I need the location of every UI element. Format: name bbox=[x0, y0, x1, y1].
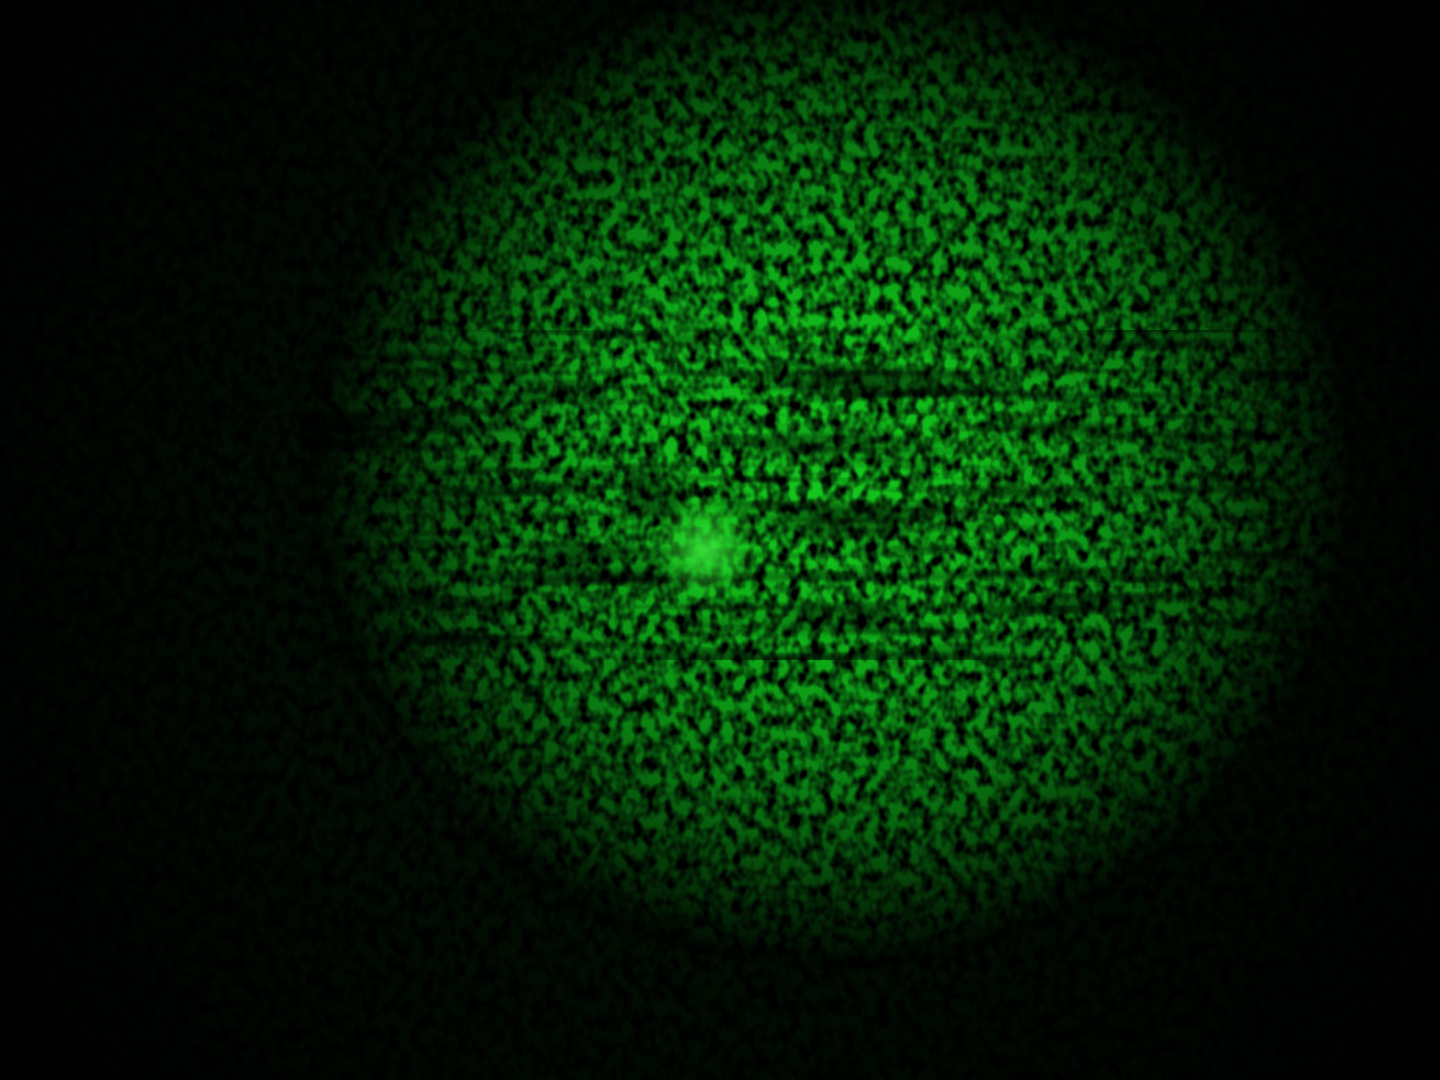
dark-patch bbox=[625, 478, 685, 522]
bright-dot bbox=[650, 495, 760, 605]
